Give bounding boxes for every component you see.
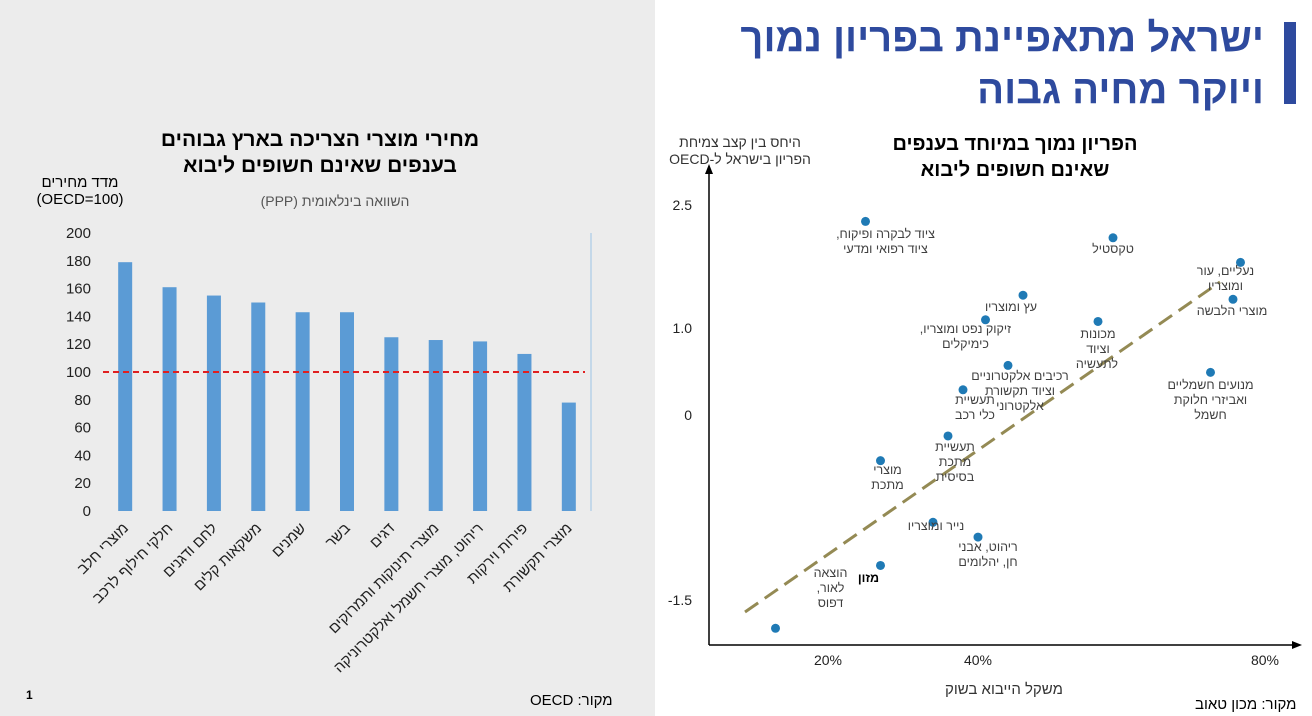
- x-tick-label: 80%: [1251, 652, 1279, 668]
- point-label: תעשיית מתכת בסיסית: [935, 440, 975, 485]
- point-label: מוצרי הלבשה: [1196, 303, 1268, 318]
- scatter-point: [1206, 367, 1215, 377]
- bar: [561, 402, 576, 511]
- point-label: רכיבים אלקטרוניים וציוד תקשורת אלקטרוני: [971, 368, 1069, 413]
- left-chart-ylabel-line2: (OECD=100): [36, 191, 124, 208]
- y-tick-label: -1.5: [668, 592, 692, 608]
- bar: [118, 262, 133, 511]
- y-tick-label: 20: [74, 475, 91, 492]
- bar: [162, 287, 177, 511]
- page-number: 1: [26, 688, 33, 702]
- x-axis-arrow-icon: [1292, 641, 1302, 649]
- point-label: זיקוק נפט ומוצריו, כימיקלים: [919, 321, 1012, 351]
- scatter-point: [1093, 316, 1103, 326]
- right-source: מקור: מכון טאוב: [1195, 696, 1297, 713]
- scatter-point: [943, 431, 953, 441]
- y-tick-label: 2.5: [673, 197, 693, 213]
- point-label: נעליים, עור ומוצריו: [1196, 264, 1255, 294]
- left-panel: [0, 0, 655, 716]
- y-tick-label: 1.0: [673, 320, 693, 336]
- scatter-point: [771, 623, 780, 633]
- y-tick-label: 60: [74, 420, 91, 437]
- scatter-point: [876, 560, 885, 570]
- x-tick-label: 40%: [964, 652, 992, 668]
- right-chart-title-line2: שאינם חשופים ליבוא: [920, 159, 1110, 181]
- bar: [206, 295, 221, 511]
- bar: [251, 302, 266, 511]
- right-chart-title: הפריון נמוך במיוחד בענפים שאינם חשופים ל…: [830, 131, 1200, 183]
- scatter-point: [973, 532, 983, 542]
- y-tick-label: 0: [83, 503, 91, 520]
- y-tick-label: 160: [66, 281, 91, 298]
- title-accent-bar: [1284, 22, 1296, 104]
- y-tick-label: 120: [66, 336, 91, 353]
- y-tick-label: 200: [66, 225, 91, 242]
- point-label: מכונות וציוד לתעשיה: [1075, 326, 1118, 371]
- bar: [428, 340, 443, 511]
- scatter-point: [876, 456, 885, 466]
- bar: [517, 353, 532, 511]
- y-tick-label: 100: [66, 364, 91, 381]
- bar: [340, 312, 354, 511]
- right-chart-xlabel: משקל הייבוא בשוק: [945, 681, 1063, 698]
- point-label: טקסטיל: [1092, 242, 1134, 257]
- left-chart-ylabel-line1: מדד מחירים: [41, 174, 119, 191]
- left-chart-title-line1: מחירי מוצרי הצריכה בארץ גבוהים: [160, 128, 480, 151]
- scatter-point: [1003, 360, 1013, 370]
- point-label: מנועים חשמליים ואביזרי חלוקת חשמל: [1167, 377, 1254, 422]
- right-chart-ylabel-line2: הפריון בישראל ל-OECD: [669, 151, 811, 167]
- left-chart-ylabel: מדד מחירים (OECD=100): [20, 174, 140, 208]
- y-tick-label: 180: [66, 253, 91, 270]
- point-label: ציוד לבקרה ופיקוח, ציוד רפואי ומדעי: [836, 226, 935, 256]
- slide-title-line1: ישראל מתאפיינת בפריון נמוך: [740, 16, 1264, 60]
- right-chart-ylabel: היחס בין קצב צמיחת הפריון בישראל ל-OECD: [652, 134, 828, 168]
- y-tick-label: 140: [66, 308, 91, 325]
- point-label: הוצאה לאור, דפוס: [813, 565, 848, 610]
- bar: [384, 337, 399, 511]
- bar: [295, 312, 310, 511]
- point-label: ריהוט, אבני חן, יהלומים: [958, 540, 1018, 570]
- scatter-point: [981, 315, 990, 325]
- scatter-point: [958, 385, 968, 395]
- left-chart-title: מחירי מוצרי הצריכה בארץ גבוהים בענפים שא…: [110, 127, 530, 179]
- scatter-point: [928, 517, 938, 527]
- y-tick-label: 0: [684, 407, 692, 423]
- slide-title-line2: ויוקר מחיה גבוה: [977, 68, 1264, 112]
- left-chart-subtitle: השוואה בינלאומית (PPP): [260, 193, 410, 209]
- bar: [473, 341, 488, 511]
- point-label: נייר ומוצריו: [907, 518, 965, 533]
- left-source: מקור: OECD: [530, 692, 613, 709]
- y-tick-label: 80: [74, 392, 91, 409]
- point-label: מוצרי מתכת: [871, 462, 904, 492]
- left-chart-title-line2: בענפים שאינם חשופים ליבוא: [183, 154, 457, 177]
- point-label: מזון: [857, 570, 880, 585]
- right-chart-ylabel-line1: היחס בין קצב צמיחת: [679, 134, 801, 150]
- scatter-point: [1018, 290, 1028, 300]
- point-label: עץ ומוצריו: [984, 299, 1038, 314]
- y-tick-label: 40: [74, 447, 91, 464]
- point-label: תעשיית כלי רכב: [955, 392, 995, 422]
- right-chart-title-line1: הפריון נמוך במיוחד בענפים: [892, 133, 1138, 155]
- scatter-point: [861, 216, 870, 226]
- scatter-point: [1228, 294, 1238, 304]
- y-axis-arrow-icon: [705, 164, 713, 174]
- trend-line: [744, 280, 1221, 614]
- x-tick-label: 20%: [814, 652, 842, 668]
- scatter-point: [1236, 257, 1245, 267]
- slide-title: ישראל מתאפיינת בפריון נמוך ויוקר מחיה גב…: [704, 12, 1264, 116]
- scatter-point: [1108, 233, 1118, 243]
